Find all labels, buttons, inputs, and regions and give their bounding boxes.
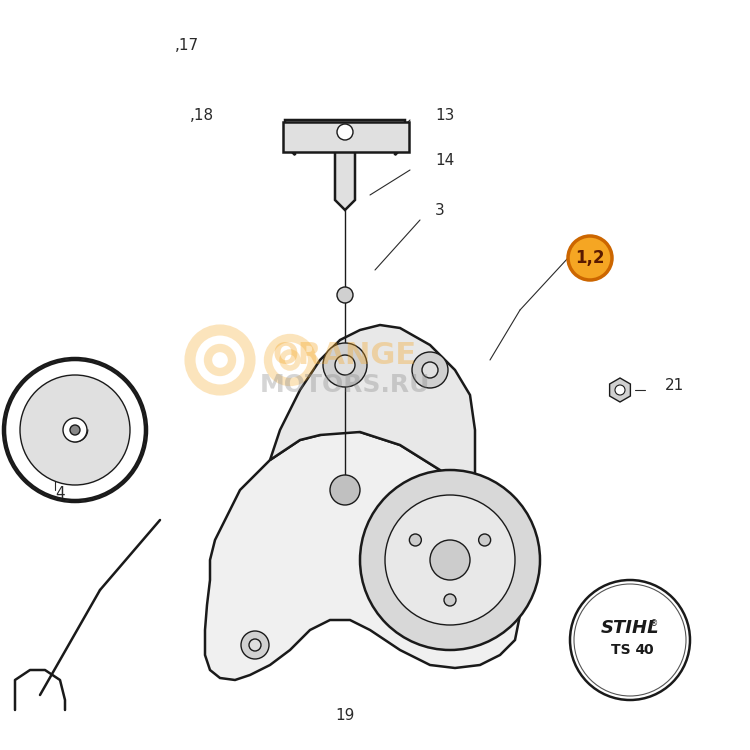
Circle shape: [249, 639, 261, 651]
Text: 14: 14: [435, 153, 454, 168]
Polygon shape: [610, 378, 631, 402]
Circle shape: [615, 385, 625, 395]
Circle shape: [63, 418, 87, 442]
Polygon shape: [285, 120, 405, 210]
Text: 4: 4: [55, 486, 64, 501]
Text: ,17: ,17: [175, 38, 200, 53]
Circle shape: [410, 534, 422, 546]
Text: 1,2: 1,2: [575, 249, 604, 267]
Circle shape: [330, 475, 360, 505]
Polygon shape: [270, 325, 475, 505]
Text: 3: 3: [435, 203, 445, 218]
Circle shape: [335, 355, 355, 375]
Circle shape: [70, 425, 80, 435]
Text: STIHL: STIHL: [601, 619, 659, 637]
Text: 21: 21: [665, 378, 684, 393]
Circle shape: [478, 534, 490, 546]
FancyBboxPatch shape: [283, 122, 409, 152]
Circle shape: [323, 343, 367, 387]
Text: ®: ®: [650, 620, 658, 628]
Text: 0: 0: [644, 643, 652, 657]
Text: ,18: ,18: [190, 108, 214, 123]
Circle shape: [337, 287, 353, 303]
Circle shape: [360, 470, 540, 650]
Circle shape: [574, 584, 686, 696]
Text: ORANGE: ORANGE: [273, 340, 417, 370]
Text: MOTORS.RU: MOTORS.RU: [260, 373, 430, 397]
Text: 19: 19: [335, 708, 354, 723]
Circle shape: [444, 594, 456, 606]
Circle shape: [5, 360, 145, 500]
Circle shape: [570, 580, 690, 700]
Circle shape: [20, 375, 130, 485]
Circle shape: [430, 540, 470, 580]
Circle shape: [412, 352, 448, 388]
Text: TS 4: TS 4: [610, 643, 645, 657]
Circle shape: [385, 495, 515, 625]
Circle shape: [422, 362, 438, 378]
Circle shape: [241, 631, 269, 659]
Text: 13: 13: [435, 108, 454, 123]
Polygon shape: [205, 430, 520, 680]
Circle shape: [337, 124, 353, 140]
Circle shape: [568, 236, 612, 280]
